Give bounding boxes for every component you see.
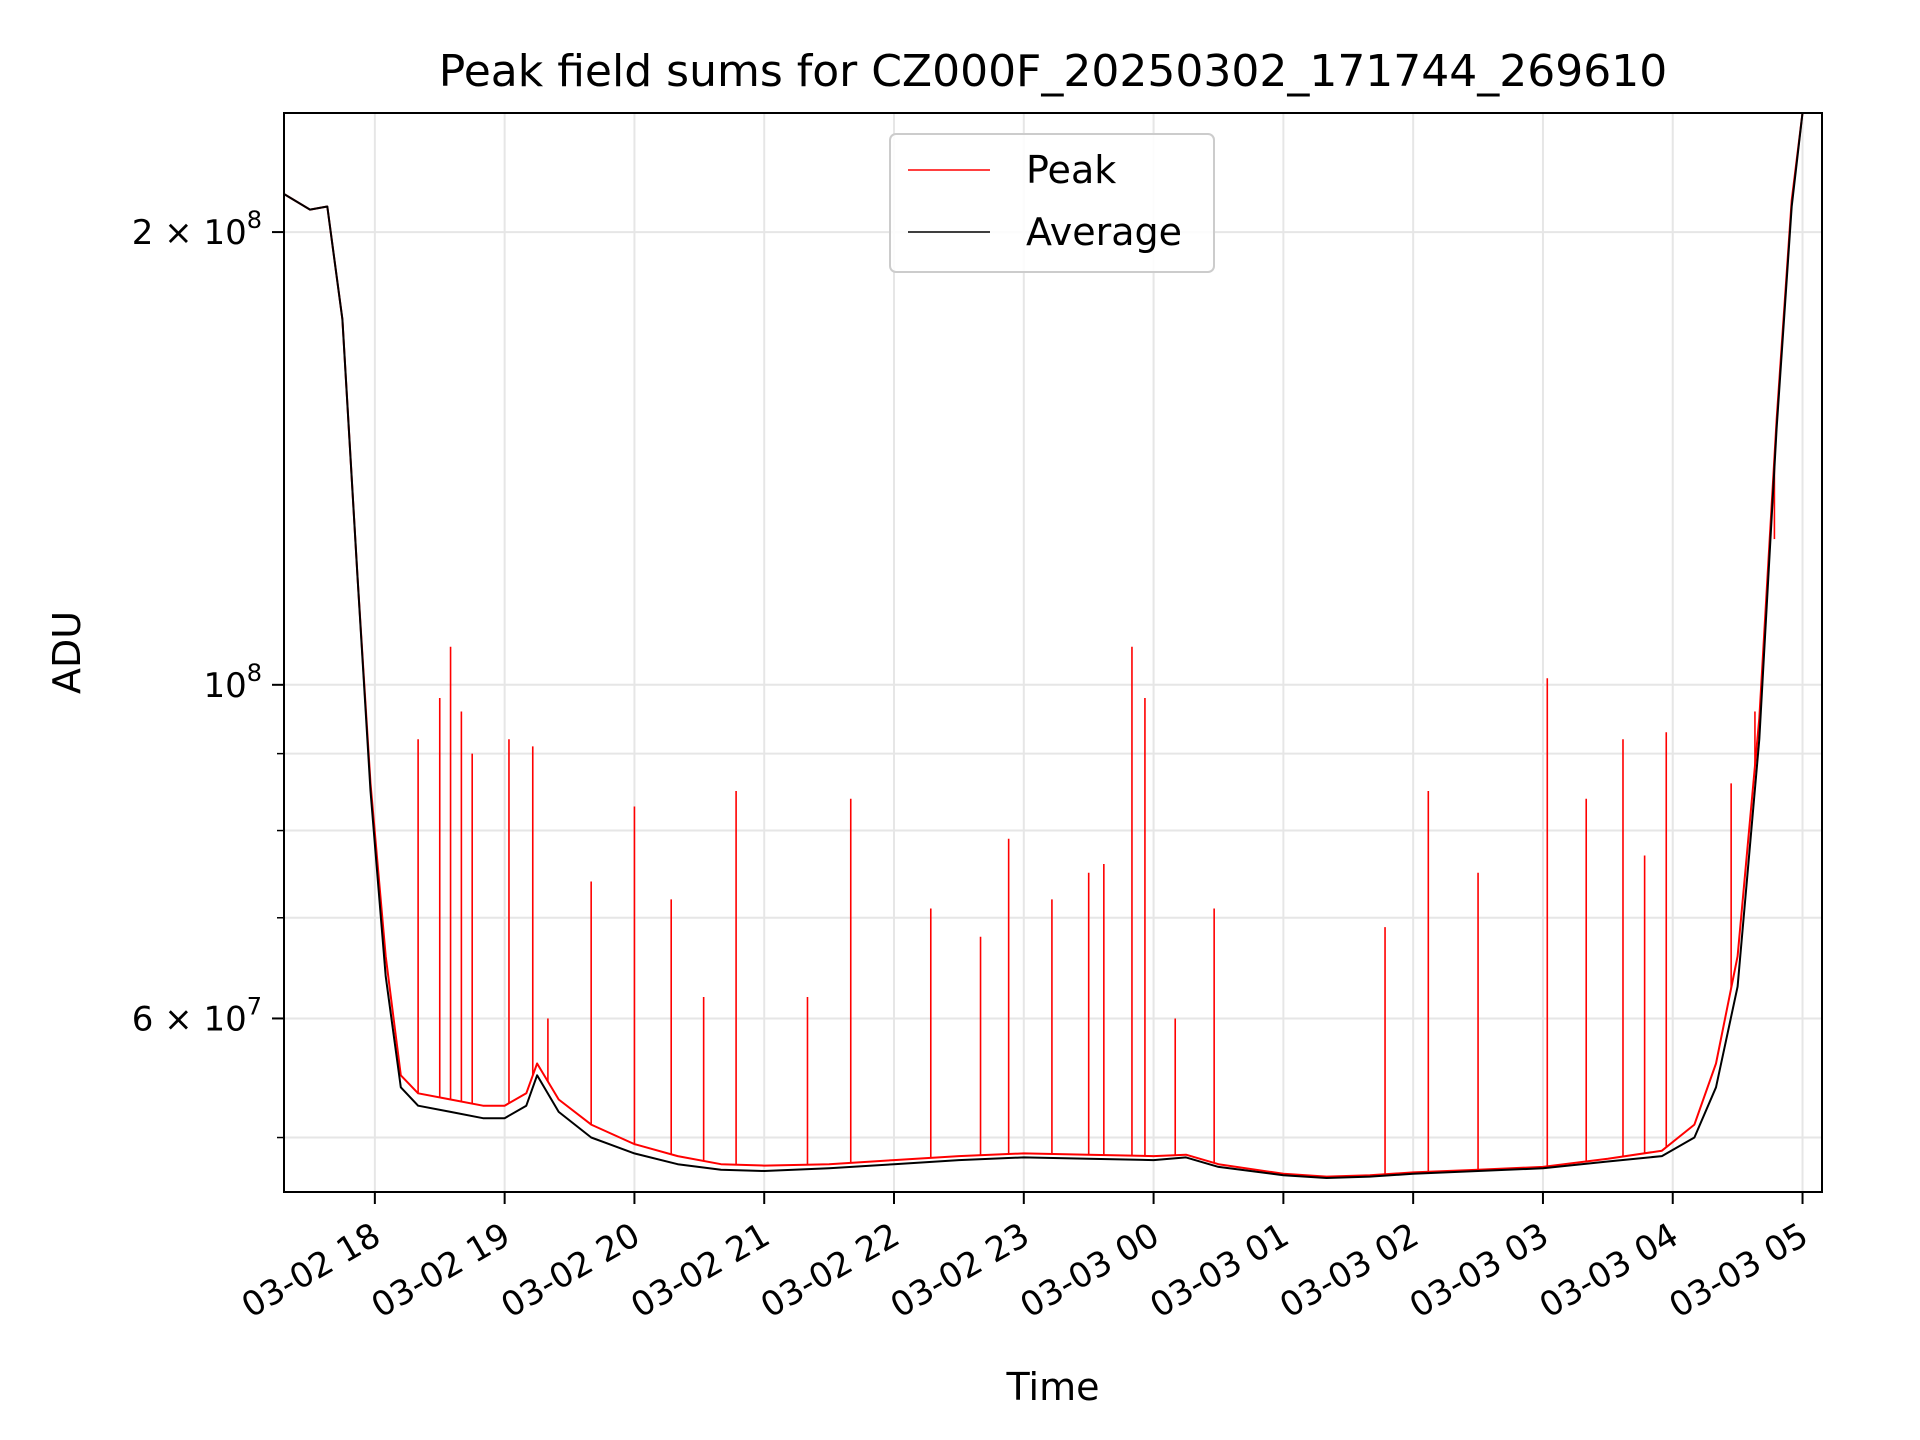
chart-title: Peak field sums for CZ000F_20250302_1717… (439, 46, 1668, 97)
legend: Peak Average (889, 133, 1215, 273)
y-tick-label: 108 (203, 659, 262, 706)
y-axis: 6 × 107 108 2 × 108 (132, 206, 284, 1139)
series-layer (283, 112, 1804, 1179)
y-tick-label: 2 × 108 (132, 206, 262, 253)
legend-peak-label: Peak (1026, 148, 1116, 192)
plot-frame (283, 112, 1823, 1193)
series-peak-line (283, 112, 1804, 1178)
y-tick-label: 6 × 107 (132, 992, 262, 1039)
grid (284, 113, 1822, 1192)
series-average-line (283, 112, 1804, 1179)
legend-box (889, 133, 1215, 273)
y-axis-label: ADU (45, 611, 89, 694)
x-axis-label: Time (1006, 1365, 1100, 1409)
legend-average-label: Average (1026, 210, 1182, 254)
